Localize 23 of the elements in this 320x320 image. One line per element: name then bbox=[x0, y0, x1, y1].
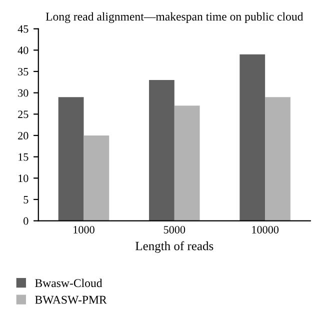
y-tick-label: 40 bbox=[18, 46, 28, 54]
bar bbox=[265, 97, 290, 221]
y-tick-label: 45 bbox=[18, 25, 28, 33]
bar bbox=[84, 135, 110, 221]
chart-title: Long read alignment—makespan time on public cloud bbox=[46, 12, 304, 24]
bar bbox=[174, 106, 200, 221]
y-tick-label: 25 bbox=[18, 110, 28, 118]
legend-label: BWASW-PMR bbox=[35, 296, 107, 304]
y-tick-label: 30 bbox=[18, 89, 28, 97]
bar bbox=[58, 97, 84, 221]
y-tick-label: 15 bbox=[18, 153, 28, 161]
x-tick-label: 1000 bbox=[74, 226, 94, 234]
x-tick-label: 5000 bbox=[164, 226, 186, 234]
x-axis-title: Length of reads bbox=[136, 241, 214, 253]
y-tick-label: 0 bbox=[24, 217, 28, 225]
bar bbox=[240, 54, 266, 221]
bar bbox=[149, 80, 174, 221]
legend-label: Bwasw-Cloud bbox=[35, 278, 102, 288]
y-tick-label: 20 bbox=[18, 132, 28, 140]
x-tick-label: 10000 bbox=[252, 226, 279, 234]
y-tick-label: 5 bbox=[24, 196, 28, 204]
y-tick-label: 10 bbox=[18, 174, 28, 182]
y-tick-label: 35 bbox=[18, 68, 28, 76]
